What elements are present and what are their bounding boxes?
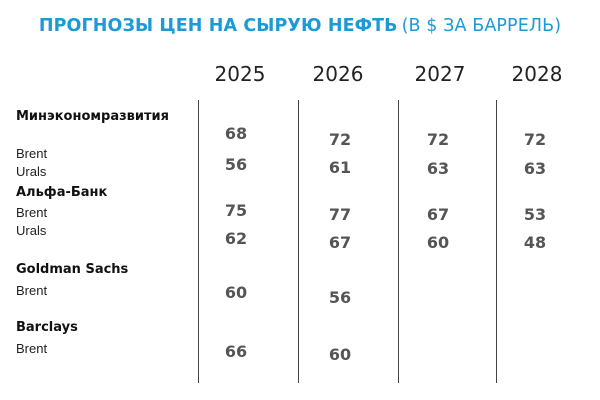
series-label: Brent <box>16 146 48 161</box>
column-rule <box>298 100 299 383</box>
column-rule <box>496 100 497 383</box>
value-cell: 53 <box>523 205 547 224</box>
series-label: Urals <box>16 223 47 238</box>
value-cell: 72 <box>426 130 450 149</box>
year-header-2028: 2028 <box>511 62 563 86</box>
value-cell: 72 <box>328 130 352 149</box>
chart-title-unit: (В $ ЗА БАРРЕЛЬ) <box>401 16 562 36</box>
series-label: Brent <box>16 341 48 356</box>
column-rule <box>198 100 199 383</box>
value-cell: 56 <box>328 288 352 307</box>
source-label: Goldman Sachs <box>16 262 129 277</box>
chart-title: ПРОГНОЗЫ ЦЕН НА СЫРУЮ НЕФТЬ (В $ ЗА БАРРЕ… <box>0 16 600 36</box>
value-cell: 67 <box>426 205 450 224</box>
value-cell: 63 <box>426 159 450 178</box>
series-label: Brent <box>16 205 48 220</box>
value-cell: 56 <box>224 155 248 174</box>
source-label: Минэкономразвития <box>16 109 169 124</box>
year-header-2026: 2026 <box>312 62 364 86</box>
year-header-2027: 2027 <box>414 62 466 86</box>
value-cell: 68 <box>224 124 248 143</box>
year-header-2025: 2025 <box>214 62 266 86</box>
value-cell: 77 <box>328 205 352 224</box>
source-label: Альфа-Банк <box>16 185 108 200</box>
value-cell: 60 <box>328 345 352 364</box>
value-cell: 63 <box>523 159 547 178</box>
value-cell: 67 <box>328 233 352 252</box>
series-label: Urals <box>16 164 47 179</box>
value-cell: 72 <box>523 130 547 149</box>
value-cell: 60 <box>426 233 450 252</box>
value-cell: 62 <box>224 229 248 248</box>
value-cell: 60 <box>224 283 248 302</box>
value-cell: 48 <box>523 233 547 252</box>
chart-title-main: ПРОГНОЗЫ ЦЕН НА СЫРУЮ НЕФТЬ <box>38 16 398 36</box>
series-label: Brent <box>16 283 48 298</box>
value-cell: 61 <box>328 158 352 177</box>
column-rule <box>398 100 399 383</box>
value-cell: 66 <box>224 342 248 361</box>
value-cell: 75 <box>224 201 248 220</box>
source-label: Barclays <box>16 320 78 335</box>
